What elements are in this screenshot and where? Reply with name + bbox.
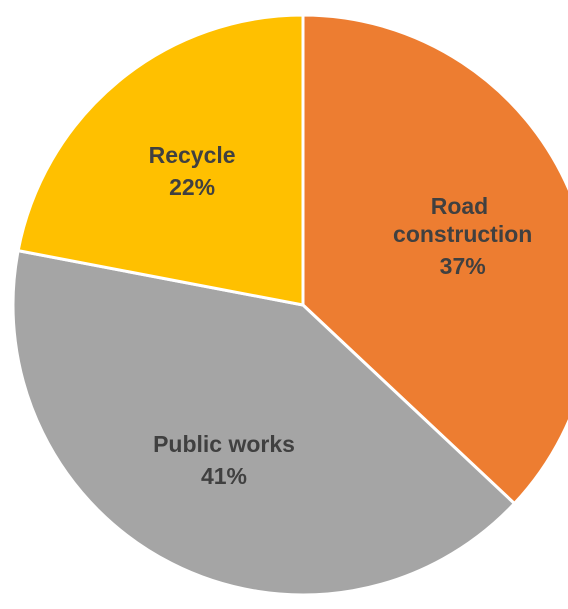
pie-slice <box>16 13 305 307</box>
slice-value-label: 37% <box>440 253 486 279</box>
slice-label: Public works <box>153 431 295 457</box>
slice-label: Recycle <box>149 142 236 168</box>
pie-slice <box>11 248 517 597</box>
slice-value-label: 41% <box>201 463 247 489</box>
pie-slice <box>301 13 568 506</box>
slice-label: Road construction <box>393 193 532 247</box>
slice-value-label: 22% <box>169 174 215 200</box>
